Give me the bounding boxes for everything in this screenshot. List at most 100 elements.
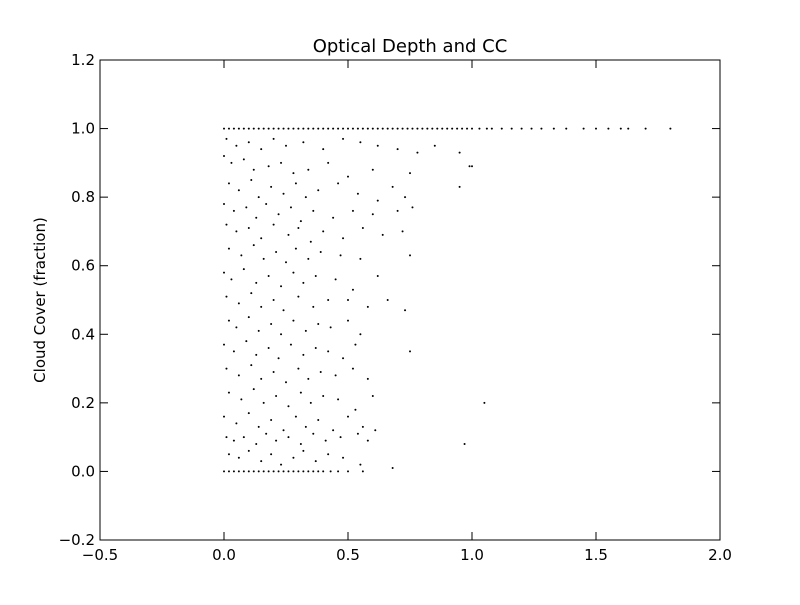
data-point [285, 261, 287, 264]
data-point [347, 175, 349, 178]
data-point [376, 127, 379, 130]
data-point [289, 206, 292, 209]
data-point [282, 127, 285, 130]
data-point [510, 127, 513, 130]
data-point [262, 127, 265, 130]
data-point [461, 127, 464, 130]
data-point [366, 439, 369, 442]
data-point [252, 168, 255, 171]
data-point [520, 127, 523, 130]
data-point [327, 350, 330, 353]
data-point [237, 127, 240, 130]
data-point [337, 470, 340, 473]
data-point [302, 353, 305, 356]
data-point [386, 299, 389, 301]
data-point [396, 148, 399, 151]
data-point [466, 127, 469, 130]
data-point [478, 127, 481, 130]
data-point [299, 391, 302, 394]
data-point [356, 192, 359, 195]
y-tick-label: 1.2 [71, 51, 95, 69]
data-point [351, 127, 354, 130]
data-point [327, 453, 330, 456]
data-point [237, 470, 240, 473]
data-point [391, 127, 394, 130]
data-point [257, 329, 260, 332]
data-point [250, 364, 253, 367]
data-point [324, 439, 327, 442]
data-point [582, 127, 585, 130]
data-point [267, 127, 270, 130]
data-point [275, 251, 278, 253]
data-point [227, 391, 230, 394]
data-point [359, 257, 362, 260]
data-point [260, 305, 263, 308]
data-point [242, 158, 245, 161]
data-point [285, 144, 287, 147]
data-point [230, 278, 233, 281]
data-point [595, 127, 597, 130]
data-point [371, 213, 374, 216]
y-axis-label: Cloud Cover (fraction) [31, 217, 49, 383]
data-point [237, 374, 240, 377]
data-point [260, 237, 263, 240]
data-point [225, 137, 228, 140]
data-point [619, 127, 622, 130]
data-point [471, 165, 473, 168]
data-point [371, 168, 374, 171]
data-point [433, 144, 436, 147]
data-point [456, 127, 459, 130]
x-tick-label: −0.5 [82, 546, 118, 564]
data-point [257, 425, 260, 428]
data-point [255, 353, 258, 356]
y-tick-label: −0.2 [59, 531, 95, 549]
data-point [223, 127, 225, 130]
data-point [240, 398, 243, 401]
scatter-points [223, 127, 672, 473]
data-point [294, 247, 297, 250]
data-point [292, 470, 295, 473]
data-point [441, 127, 444, 130]
data-point [540, 127, 543, 130]
y-tick-label: 0.6 [71, 257, 95, 275]
data-point [280, 285, 283, 288]
data-point [327, 127, 330, 130]
data-point [342, 127, 345, 130]
data-point [552, 127, 555, 130]
data-point [361, 227, 364, 229]
data-point [347, 299, 349, 301]
data-point [225, 436, 228, 439]
data-point [270, 453, 273, 456]
data-point [275, 439, 278, 442]
data-point [292, 127, 295, 130]
data-point [299, 220, 302, 223]
data-point [272, 137, 275, 140]
data-point [302, 141, 305, 144]
data-point [347, 470, 349, 473]
data-point [490, 127, 493, 130]
data-point [404, 196, 407, 199]
data-point [322, 395, 325, 397]
data-point [225, 367, 228, 370]
data-point [366, 377, 369, 380]
data-point [232, 127, 235, 130]
plot-area-frame [99, 59, 721, 541]
data-point [232, 350, 235, 353]
data-point [307, 127, 310, 130]
data-point [262, 401, 265, 404]
data-point [381, 127, 384, 130]
data-point [359, 463, 362, 466]
data-point [356, 432, 359, 435]
data-point [446, 127, 449, 130]
data-point [302, 281, 305, 284]
data-point [317, 323, 320, 325]
data-point [304, 425, 307, 428]
data-point [227, 470, 230, 473]
data-point [237, 189, 240, 192]
data-point [272, 299, 275, 301]
data-point [277, 357, 280, 360]
data-point [401, 230, 404, 233]
data-point [376, 275, 379, 277]
